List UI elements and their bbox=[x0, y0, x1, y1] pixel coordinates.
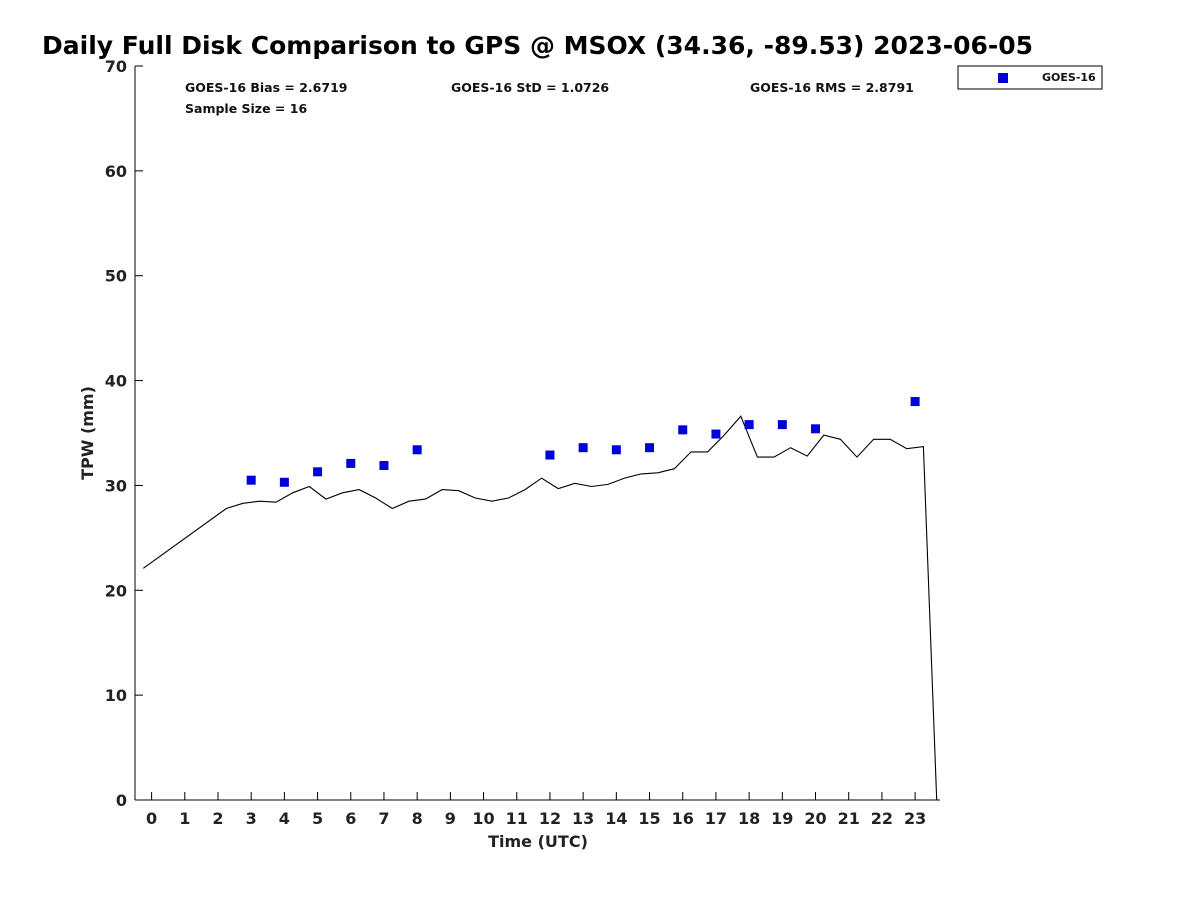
x-tick-label: 2 bbox=[212, 809, 223, 828]
goes16-point bbox=[313, 467, 323, 477]
x-tick-label: 20 bbox=[804, 809, 826, 828]
legend: GOES-16 bbox=[957, 65, 1103, 90]
legend-box bbox=[957, 65, 1103, 90]
x-tick-label: 4 bbox=[279, 809, 290, 828]
x-tick-label: 19 bbox=[771, 809, 793, 828]
x-ticks: 0 1 2 3 4 5 6 7 8 9 10 11 12 13 14 15 16 17 18 19 20 21 22 23 bbox=[146, 792, 926, 828]
x-tick-label: 7 bbox=[378, 809, 389, 828]
bias-stat: GOES-16 Bias = 2.6719 bbox=[185, 80, 347, 95]
legend-label: GOES-16 bbox=[1042, 71, 1096, 84]
y-tick-label: 50 bbox=[105, 267, 127, 286]
sample-size-stat: Sample Size = 16 bbox=[185, 101, 307, 116]
x-tick-label: 21 bbox=[838, 809, 860, 828]
x-tick-label: 3 bbox=[246, 809, 257, 828]
goes16-point bbox=[711, 429, 721, 439]
x-tick-label: 8 bbox=[412, 809, 423, 828]
x-tick-label: 23 bbox=[904, 809, 926, 828]
goes16-point bbox=[346, 458, 356, 468]
x-tick-label: 10 bbox=[472, 809, 494, 828]
goes16-point bbox=[412, 445, 422, 455]
x-tick-label: 15 bbox=[638, 809, 660, 828]
x-tick-label: 5 bbox=[312, 809, 323, 828]
goes16-point bbox=[279, 477, 289, 487]
std-stat: GOES-16 StD = 1.0726 bbox=[451, 80, 609, 95]
x-tick-label: 1 bbox=[179, 809, 190, 828]
goes16-point bbox=[777, 420, 787, 430]
y-tick-label: 30 bbox=[105, 476, 127, 495]
x-tick-label: 0 bbox=[146, 809, 157, 828]
goes16-point bbox=[611, 445, 621, 455]
goes16-point bbox=[910, 397, 920, 407]
x-axis-label: Time (UTC) bbox=[488, 832, 588, 851]
x-tick-label: 11 bbox=[506, 809, 528, 828]
y-tick-label: 10 bbox=[105, 686, 127, 705]
goes16-point bbox=[744, 420, 754, 430]
y-tick-label: 40 bbox=[105, 372, 127, 391]
goes16-point bbox=[678, 425, 688, 435]
goes16-point bbox=[811, 424, 821, 434]
x-tick-label: 17 bbox=[705, 809, 727, 828]
x-tick-label: 9 bbox=[445, 809, 456, 828]
y-axis-label: TPW (mm) bbox=[78, 386, 97, 480]
x-tick-label: 14 bbox=[605, 809, 627, 828]
x-tick-label: 13 bbox=[572, 809, 594, 828]
goes16-point bbox=[578, 443, 588, 453]
goes16-point bbox=[379, 461, 389, 471]
y-tick-label: 60 bbox=[105, 162, 127, 181]
y-tick-label: 20 bbox=[105, 581, 127, 600]
goes16-point bbox=[545, 450, 555, 460]
legend-marker bbox=[998, 73, 1008, 83]
chart-title: Daily Full Disk Comparison to GPS @ MSOX… bbox=[42, 31, 1033, 60]
goes16-point bbox=[246, 475, 256, 485]
gps-line bbox=[142, 415, 938, 801]
x-tick-label: 22 bbox=[871, 809, 893, 828]
goes16-series bbox=[246, 397, 920, 487]
goes16-point bbox=[645, 443, 655, 453]
gps-series bbox=[142, 415, 938, 801]
y-ticks: 0 10 20 30 40 50 60 70 bbox=[105, 57, 143, 810]
x-tick-label: 16 bbox=[672, 809, 694, 828]
x-tick-label: 18 bbox=[738, 809, 760, 828]
y-tick-label: 70 bbox=[105, 57, 127, 76]
y-tick-label: 0 bbox=[116, 791, 127, 810]
x-tick-label: 12 bbox=[539, 809, 561, 828]
rms-stat: GOES-16 RMS = 2.8791 bbox=[750, 80, 914, 95]
x-tick-label: 6 bbox=[345, 809, 356, 828]
